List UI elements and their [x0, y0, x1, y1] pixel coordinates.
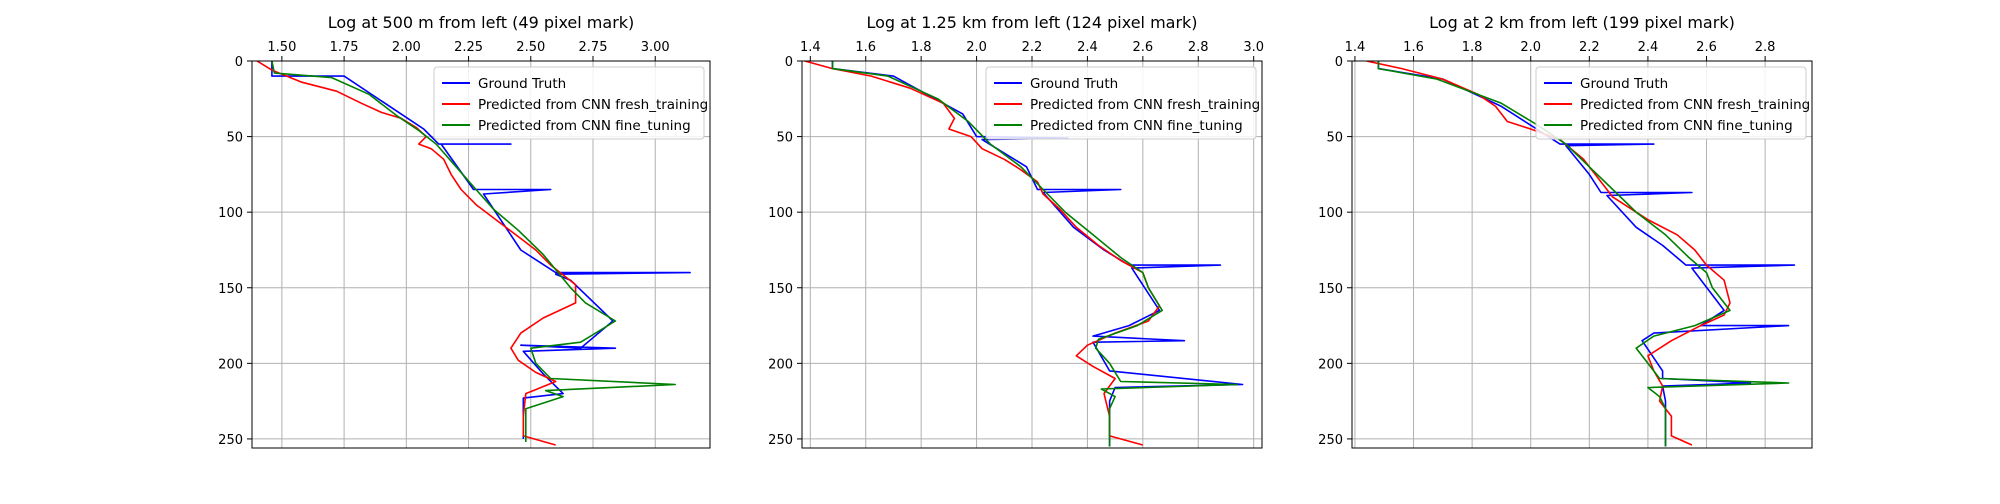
legend-label-2: Predicted from CNN fresh_training [1580, 97, 1810, 113]
x-tick-label: 1.50 [267, 40, 296, 55]
y-tick-label: 250 [218, 433, 243, 448]
y-tick-label: 150 [1318, 282, 1343, 297]
chart-panel-2: 1.4 1.6 1.8 2.0 2.2 2.4 2.6 2.8 3.0 0 50 100 150 200 2… [768, 13, 1264, 449]
y-tick-label: 250 [1318, 433, 1343, 448]
x-tick-label: 2.8 [1755, 40, 1776, 55]
x-tick-label: 1.4 [1345, 40, 1366, 55]
x-tick-label: 3.0 [1243, 40, 1264, 55]
x-tick-label: 2.2 [1022, 40, 1043, 55]
y-tick-label: 0 [1335, 55, 1343, 70]
chart-title: Log at 2 km from left (199 pixel mark) [1429, 13, 1735, 32]
x-tick-label: 2.4 [1077, 40, 1098, 55]
chart-panel-1: 1.50 1.75 2.00 2.25 2.50 2.75 3.00 0 50 100 150 200… [218, 13, 711, 449]
legend-label-1: Ground Truth [1580, 76, 1668, 92]
legend-label-2: Predicted from CNN fresh_training [478, 97, 708, 113]
y-tick-label: 50 [776, 131, 793, 146]
series-line-3 [831, 61, 1238, 447]
axes-frame [1351, 60, 1813, 449]
series-line-2 [804, 61, 1161, 446]
y-tick-label: 150 [768, 282, 793, 297]
x-tick-label: 3.00 [641, 40, 670, 55]
y-tick-label: 100 [1318, 206, 1343, 221]
legend-label-1: Ground Truth [478, 76, 566, 92]
legend-label-1: Ground Truth [1030, 76, 1118, 92]
y-tick-label: 200 [1318, 357, 1343, 372]
legend: Ground Truth Predicted from CNN fresh_tra… [433, 66, 708, 140]
y-tick-label: 100 [768, 206, 793, 221]
y-tick-label: 200 [768, 357, 793, 372]
series-line-3 [271, 61, 676, 442]
series-group [256, 61, 691, 446]
series-line-2 [256, 61, 577, 446]
legend-box [433, 66, 705, 140]
y-tick-label: 200 [218, 357, 243, 372]
x-tick-label: 2.2 [1579, 40, 1600, 55]
legend-label-3: Predicted from CNN fine_tuning [1580, 118, 1793, 134]
y-tick-label: 0 [235, 55, 243, 70]
legend-label-3: Predicted from CNN fine_tuning [1030, 118, 1243, 134]
series-line-1 [271, 61, 691, 439]
chart-title: Log at 500 m from left (49 pixel mark) [328, 13, 635, 32]
x-tick-label: 2.6 [1696, 40, 1717, 55]
y-tick-label: 250 [768, 433, 793, 448]
x-tick-label: 1.4 [800, 40, 821, 55]
series-line-3 [1377, 61, 1790, 447]
series-line-2 [1366, 61, 1731, 446]
y-tick-label: 150 [218, 282, 243, 297]
y-tick-label: 0 [785, 55, 793, 70]
x-tick-label: 2.6 [1132, 40, 1153, 55]
x-tick-label: 1.6 [1403, 40, 1424, 55]
y-tick-label: 50 [1326, 131, 1343, 146]
x-tick-label: 2.50 [516, 40, 545, 55]
x-tick-label: 2.4 [1638, 40, 1659, 55]
x-tick-label: 2.00 [392, 40, 421, 55]
x-tick-label: 2.25 [454, 40, 483, 55]
x-tick-label: 1.75 [330, 40, 359, 55]
x-tick-label: 2.0 [966, 40, 987, 55]
y-tick-label: 100 [218, 206, 243, 221]
chart-title: Log at 1.25 km from left (124 pixel mark… [866, 13, 1197, 32]
legend-label-2: Predicted from CNN fresh_training [1030, 97, 1260, 113]
x-tick-label: 2.75 [579, 40, 608, 55]
legend: Ground Truth Predicted from CNN fresh_tra… [1535, 66, 1810, 140]
x-tick-label: 2.8 [1188, 40, 1209, 55]
y-tick-label: 50 [226, 131, 243, 146]
chart-panel-3: 1.4 1.6 1.8 2.0 2.2 2.4 2.6 2.8 0 50 100 150 200 250 L… [1318, 13, 1813, 449]
axes-frame [251, 60, 711, 449]
x-tick-label: 2.0 [1520, 40, 1541, 55]
legend-box [985, 66, 1257, 140]
legend: Ground Truth Predicted from CNN fresh_tra… [985, 66, 1260, 140]
x-tick-label: 1.8 [1462, 40, 1483, 55]
x-tick-label: 1.8 [911, 40, 932, 55]
x-tick-label: 1.6 [855, 40, 876, 55]
legend-box [1535, 66, 1807, 140]
legend-label-3: Predicted from CNN fine_tuning [478, 118, 691, 134]
